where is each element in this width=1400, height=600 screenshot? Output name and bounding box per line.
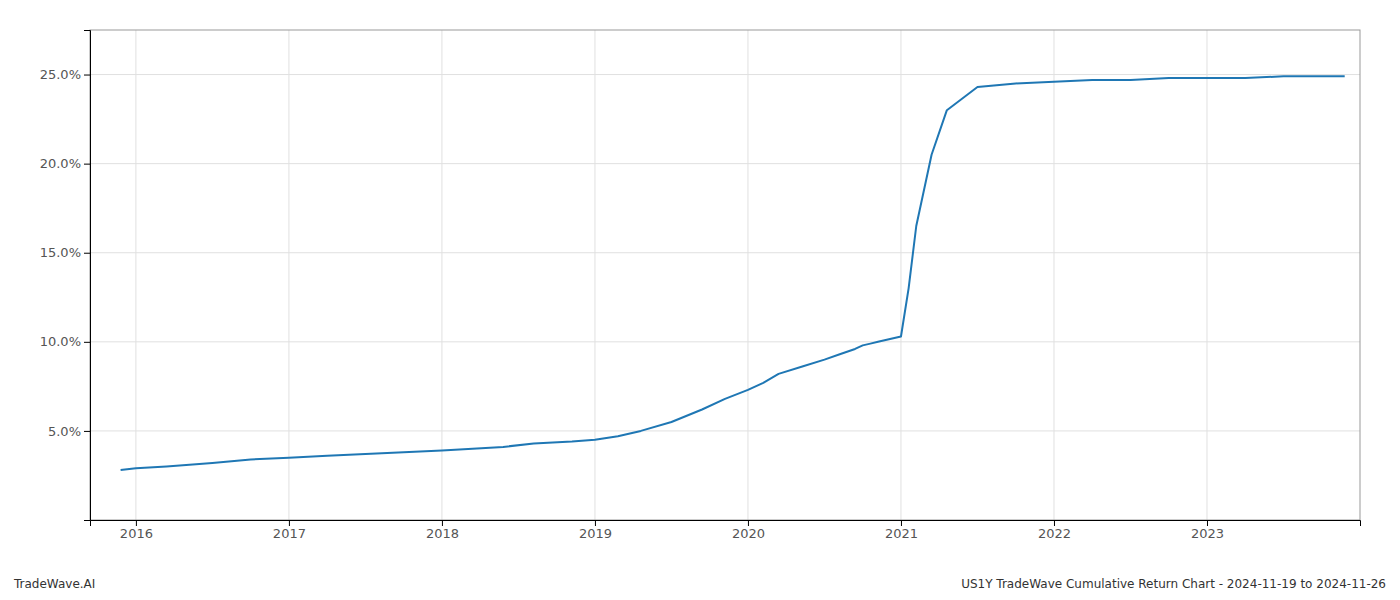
y-tick: 10.0% (40, 334, 90, 349)
y-tick-mark (84, 431, 90, 432)
y-tick-mark (84, 253, 90, 254)
x-tick-label: 2016 (120, 526, 153, 541)
footer-left: TradeWave.AI (13, 577, 95, 591)
x-tick-label: 2018 (426, 526, 459, 541)
x-tick-label: 2021 (885, 526, 918, 541)
y-tick-label: 20.0% (40, 156, 81, 171)
x-tick-mark (748, 520, 749, 526)
x-tick-label: 2022 (1038, 526, 1071, 541)
x-tick-mark (1054, 520, 1055, 526)
grid-line (747, 30, 748, 520)
y-tick-label: 5.0% (48, 424, 81, 439)
y-axis-line (84, 31, 91, 521)
y-tick-label: 15.0% (40, 245, 81, 260)
x-axis: 2016 2017 2018 2019 2020 2021 2022 2023 (91, 520, 1361, 541)
footer-right: US1Y TradeWave Cumulative Return Chart -… (961, 577, 1386, 591)
x-tick-label: 2019 (579, 526, 612, 541)
x-tick: 2016 (120, 520, 153, 541)
y-tick: 15.0% (40, 245, 90, 260)
grid-line (90, 341, 1360, 342)
line (121, 76, 1345, 470)
grid-line (288, 30, 289, 520)
x-tick: 2019 (579, 520, 612, 541)
grid-line (1053, 30, 1054, 520)
grid-line (90, 252, 1360, 253)
grid-line (135, 30, 136, 520)
x-tick: 2023 (1191, 520, 1224, 541)
x-tick-mark (1207, 520, 1208, 526)
y-tick-mark (84, 342, 90, 343)
x-tick-mark (289, 520, 290, 526)
plot-frame (90, 30, 1360, 520)
y-tick-label: 25.0% (40, 67, 81, 82)
y-tick: 20.0% (40, 156, 90, 171)
grid-line (90, 163, 1360, 164)
grid-line (1206, 30, 1207, 520)
x-tick-mark (595, 520, 596, 526)
x-tick: 2022 (1038, 520, 1071, 541)
grid-line (90, 74, 1360, 75)
x-tick-label: 2020 (732, 526, 765, 541)
x-tick-mark (901, 520, 902, 526)
grid-line (441, 30, 442, 520)
x-tick-mark (136, 520, 137, 526)
grid-line (594, 30, 595, 520)
y-tick: 5.0% (48, 424, 90, 439)
x-axis-line (91, 521, 1361, 527)
y-axis: 5.0% 10.0% 15.0% 20.0% 25.0% (40, 31, 91, 521)
chart: 2016 2017 2018 2019 2020 2021 2022 2023 5.0% 10.0… (0, 0, 1400, 600)
plot-area: 2016 2017 2018 2019 2020 2021 2022 2023 5.0% 10.0… (40, 30, 1361, 541)
x-tick: 2021 (885, 520, 918, 541)
marks (121, 76, 1345, 470)
x-tick: 2018 (426, 520, 459, 541)
y-tick: 25.0% (40, 67, 90, 82)
x-tick-label: 2017 (273, 526, 306, 541)
y-tick-mark (84, 164, 90, 165)
grid-line (90, 430, 1360, 431)
x-tick: 2020 (732, 520, 765, 541)
x-tick-label: 2023 (1191, 526, 1224, 541)
grid (90, 30, 1360, 520)
y-tick-label: 10.0% (40, 334, 81, 349)
x-tick: 2017 (273, 520, 306, 541)
x-tick-mark (442, 520, 443, 526)
y-tick-mark (84, 75, 90, 76)
grid-line (900, 30, 901, 520)
